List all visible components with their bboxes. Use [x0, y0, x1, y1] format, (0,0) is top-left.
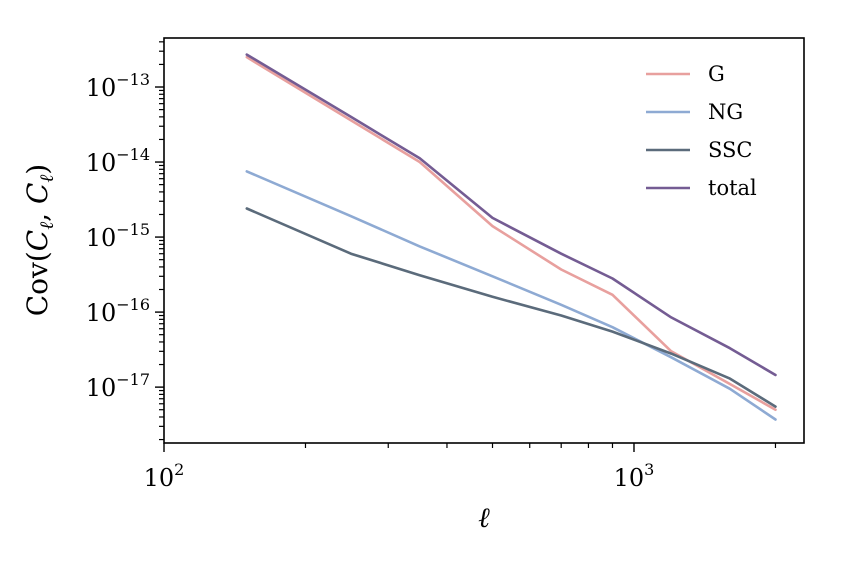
tick-base: 10	[86, 224, 117, 252]
tick-base: 10	[86, 374, 117, 402]
y-label-part-4: C	[21, 183, 54, 204]
tick-exponent: −17	[116, 370, 150, 389]
y-label-part-3: ,	[21, 204, 54, 222]
series-layer	[245, 53, 777, 421]
tick-base: 10	[144, 464, 175, 492]
tick-exponent: 3	[644, 460, 654, 479]
plot-frame	[163, 37, 805, 444]
y-axis-label: Cov(Cℓ, Cℓ)	[21, 164, 58, 317]
major-ticks	[155, 86, 635, 452]
legend-label-ng: NG	[708, 100, 743, 124]
series-line-total	[245, 53, 777, 377]
tick-base: 10	[86, 74, 117, 102]
tick-exponent: −15	[116, 220, 150, 239]
series-line-g	[245, 55, 777, 412]
tick-base: 10	[86, 299, 117, 327]
y-label-part-0: Cov(	[21, 251, 54, 316]
minor-ticks	[159, 41, 777, 448]
y-label-part-1: C	[21, 230, 54, 251]
legend: G NG SSC total	[646, 62, 757, 200]
y-tick-label-0: 10−13	[86, 70, 150, 102]
legend-label-ssc: SSC	[708, 138, 752, 162]
series-line-ssc	[245, 207, 777, 408]
y-tick-label-4: 10−17	[86, 370, 150, 402]
y-label-part-5: ℓ	[36, 175, 58, 183]
tick-exponent: −14	[116, 145, 150, 164]
y-label-part-6: )	[21, 164, 54, 175]
y-tick-label-1: 10−14	[86, 145, 150, 177]
tick-base: 10	[86, 149, 117, 177]
tick-exponent: 2	[174, 460, 184, 479]
x-tick-label-1: 103	[614, 460, 655, 492]
tick-exponent: −16	[116, 295, 150, 314]
legend-label-g: G	[708, 62, 725, 86]
tick-base: 10	[614, 464, 645, 492]
x-tick-label-0: 102	[144, 460, 185, 492]
y-label-part-2: ℓ	[36, 222, 58, 230]
tick-exponent: −13	[116, 70, 150, 89]
y-tick-label-3: 10−16	[86, 295, 150, 327]
x-axis-label: ℓ	[478, 501, 490, 534]
y-tick-label-2: 10−15	[86, 220, 150, 252]
series-line-ng	[245, 170, 777, 421]
legend-label-total: total	[708, 176, 757, 200]
